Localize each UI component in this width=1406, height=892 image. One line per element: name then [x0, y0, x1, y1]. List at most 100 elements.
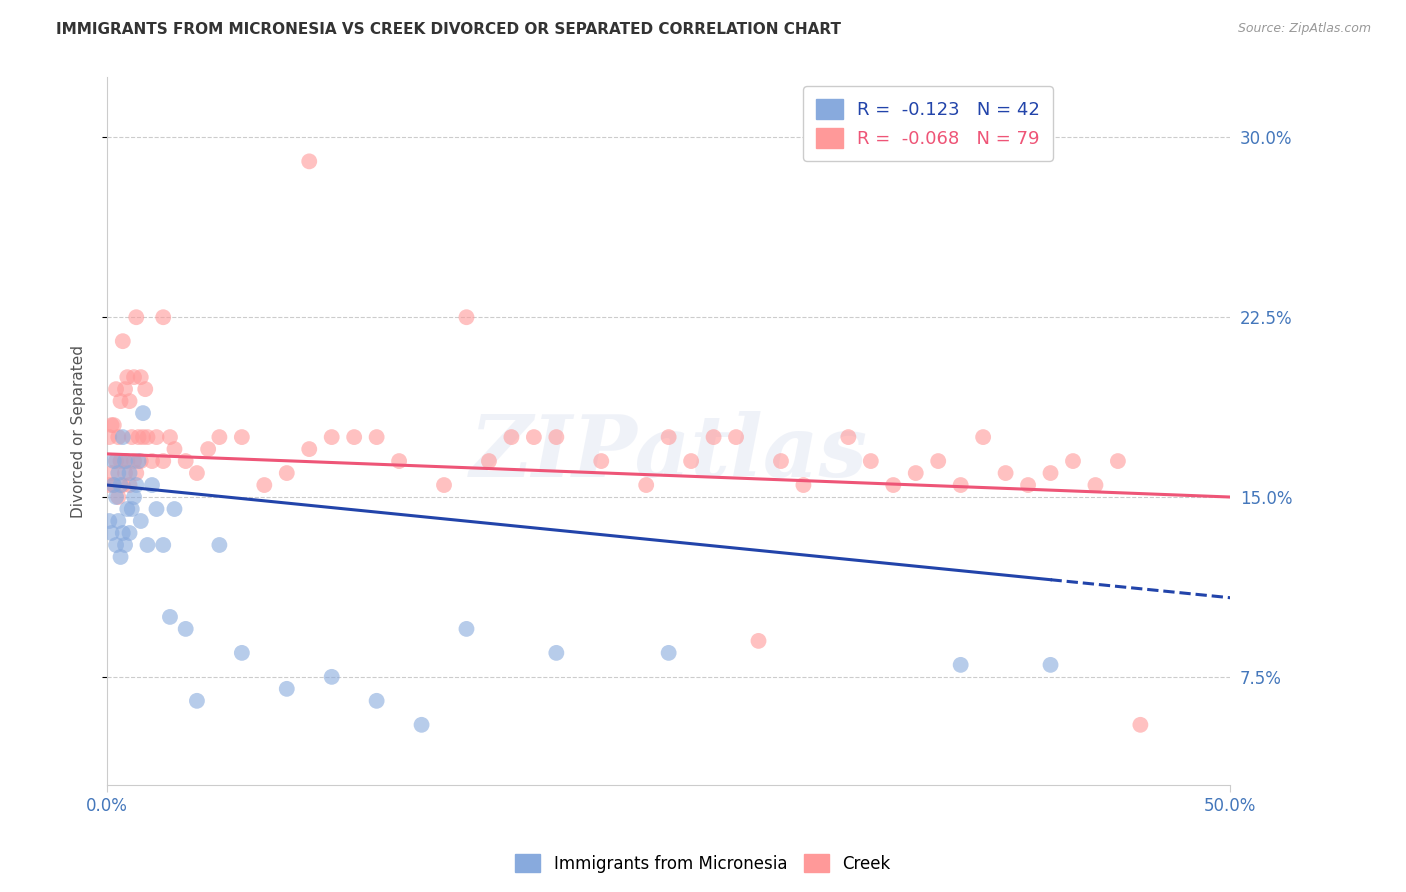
Point — [111, 478, 134, 492]
Point — [298, 442, 321, 456]
Point — [792, 478, 814, 492]
Point — [105, 538, 128, 552]
Point — [132, 430, 155, 444]
Point — [103, 418, 125, 433]
Point — [134, 382, 156, 396]
Point — [927, 454, 949, 468]
Point — [546, 646, 568, 660]
Point — [478, 454, 501, 468]
Point — [98, 478, 121, 492]
Point — [110, 549, 132, 564]
Point — [118, 526, 141, 541]
Point — [253, 478, 276, 492]
Point — [636, 478, 658, 492]
Point — [105, 490, 128, 504]
Point — [523, 430, 546, 444]
Point — [110, 454, 132, 468]
Point — [1039, 657, 1062, 672]
Point — [949, 478, 972, 492]
Point — [121, 430, 143, 444]
Point — [343, 430, 366, 444]
Point — [456, 310, 478, 325]
Legend: Immigrants from Micronesia, Creek: Immigrants from Micronesia, Creek — [509, 847, 897, 880]
Point — [321, 670, 343, 684]
Point — [136, 430, 159, 444]
Point — [152, 538, 174, 552]
Point — [103, 478, 125, 492]
Point — [117, 502, 139, 516]
Point — [129, 514, 152, 528]
Point — [546, 430, 568, 444]
Text: IMMIGRANTS FROM MICRONESIA VS CREEK DIVORCED OR SEPARATED CORRELATION CHART: IMMIGRANTS FROM MICRONESIA VS CREEK DIVO… — [56, 22, 841, 37]
Point — [949, 657, 972, 672]
Point — [122, 370, 145, 384]
Point — [145, 430, 167, 444]
Point — [128, 454, 150, 468]
Point — [174, 454, 197, 468]
Point — [433, 478, 456, 492]
Point — [859, 454, 882, 468]
Point — [100, 466, 122, 480]
Point — [114, 466, 136, 480]
Point — [110, 478, 132, 492]
Point — [703, 430, 725, 444]
Text: ZIPatlas: ZIPatlas — [470, 410, 868, 494]
Point — [972, 430, 994, 444]
Point — [111, 526, 134, 541]
Point — [1062, 454, 1084, 468]
Point — [882, 478, 904, 492]
Point — [136, 538, 159, 552]
Point — [837, 430, 859, 444]
Point — [100, 526, 122, 541]
Point — [125, 310, 148, 325]
Point — [904, 466, 927, 480]
Point — [276, 681, 298, 696]
Point — [208, 538, 231, 552]
Point — [321, 430, 343, 444]
Point — [118, 466, 141, 480]
Point — [186, 694, 208, 708]
Point — [117, 454, 139, 468]
Point — [298, 154, 321, 169]
Point — [994, 466, 1017, 480]
Point — [681, 454, 703, 468]
Point — [122, 454, 145, 468]
Point — [1017, 478, 1039, 492]
Point — [129, 454, 152, 468]
Point — [105, 454, 128, 468]
Point — [658, 646, 681, 660]
Point — [121, 502, 143, 516]
Point — [152, 454, 174, 468]
Point — [107, 514, 129, 528]
Point — [107, 430, 129, 444]
Point — [231, 430, 253, 444]
Point — [107, 466, 129, 480]
Point — [107, 490, 129, 504]
Point — [174, 622, 197, 636]
Legend: R =  -0.123   N = 42, R =  -0.068   N = 79: R = -0.123 N = 42, R = -0.068 N = 79 — [803, 87, 1053, 161]
Point — [152, 310, 174, 325]
Point — [1107, 454, 1129, 468]
Text: Source: ZipAtlas.com: Source: ZipAtlas.com — [1237, 22, 1371, 36]
Point — [159, 610, 181, 624]
Point — [141, 478, 163, 492]
Point — [105, 382, 128, 396]
Point — [100, 418, 122, 433]
Y-axis label: Divorced or Separated: Divorced or Separated — [72, 344, 86, 517]
Point — [163, 442, 186, 456]
Point — [1129, 718, 1152, 732]
Point — [366, 694, 388, 708]
Point — [366, 430, 388, 444]
Point — [456, 622, 478, 636]
Point — [145, 502, 167, 516]
Point — [231, 646, 253, 660]
Point — [388, 454, 411, 468]
Point — [132, 406, 155, 420]
Point — [747, 633, 769, 648]
Point — [117, 370, 139, 384]
Point — [98, 514, 121, 528]
Point — [98, 430, 121, 444]
Point — [103, 454, 125, 468]
Point — [125, 466, 148, 480]
Point — [186, 466, 208, 480]
